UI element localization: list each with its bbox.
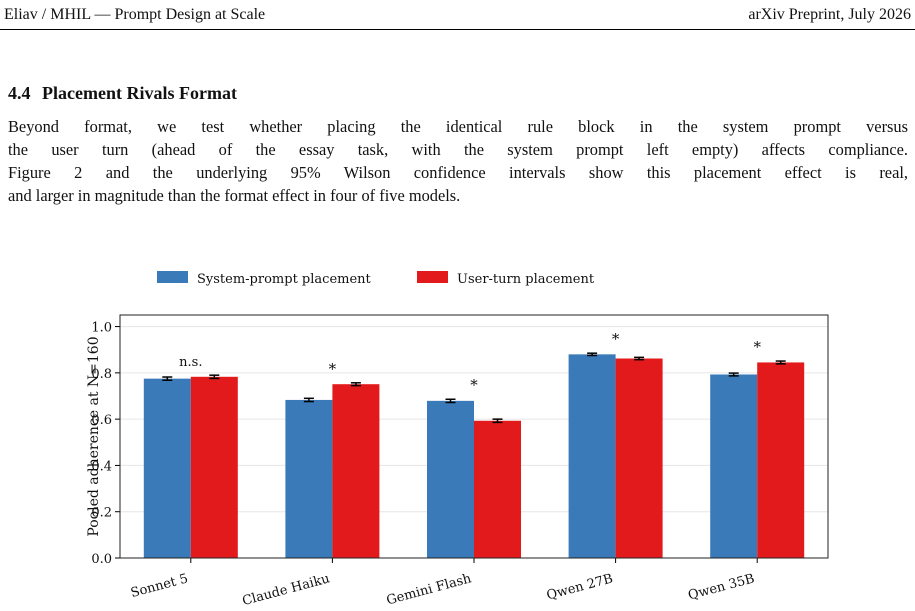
plot-frame [119,314,829,559]
y-tick-label: 0.8 [91,367,112,382]
legend-swatch [417,271,448,283]
bar [757,362,805,558]
significance-label: * [470,376,478,394]
bar [285,399,333,558]
header-rule [0,29,915,30]
bar [568,354,616,558]
y-tick-label: 0.6 [91,413,112,428]
x-tick-label: Qwen 35B [687,571,757,603]
bar [143,378,191,558]
x-tick-label: Gemini Flash [385,571,474,608]
significance-label: * [329,360,337,378]
paragraph-line: the user turn (ahead of the essay task, … [8,140,908,159]
x-tick-label: Sonnet 5 [129,571,190,601]
bar [474,420,521,558]
body-paragraph: Beyond format, we test whether placing t… [8,115,908,207]
bar [615,358,663,558]
bar [427,400,474,558]
bar [332,384,380,558]
header-authors: Eliav / MHIL — Prompt Design at Scale [4,6,266,23]
legend-label: User-turn placement [457,272,595,287]
section-number: 4.4 [8,83,31,103]
header-venue: arXiv Preprint, July 2026 [748,6,911,23]
x-tick-label: Qwen 27B [545,571,615,603]
significance-label: * [612,330,620,348]
y-tick-label: 0.0 [91,552,112,567]
running-header: Eliav / MHIL — Prompt Design at Scale ar… [0,0,915,30]
bar [710,374,758,558]
section-heading: 4.4 Placement Rivals Format [8,83,237,104]
legend-label: System-prompt placement [197,272,372,287]
paragraph-line: and larger in magnitude than the format … [8,186,461,205]
y-tick-label: 0.4 [91,459,112,474]
significance-label: n.s. [179,355,202,370]
legend-swatch [157,271,188,283]
bar [190,376,238,558]
y-tick-label: 1.0 [91,321,112,336]
x-tick-label: Claude Haiku [241,571,332,609]
paragraph-line: Figure 2 and the underlying 95% Wilson c… [8,163,908,182]
significance-label: * [753,338,761,356]
y-axis-label: Pooled adherence at N=160 [86,336,102,536]
section-title: Placement Rivals Format [42,83,237,103]
paragraph-line: Beyond format, we test whether placing t… [8,117,908,136]
y-tick-label: 0.2 [91,506,112,521]
